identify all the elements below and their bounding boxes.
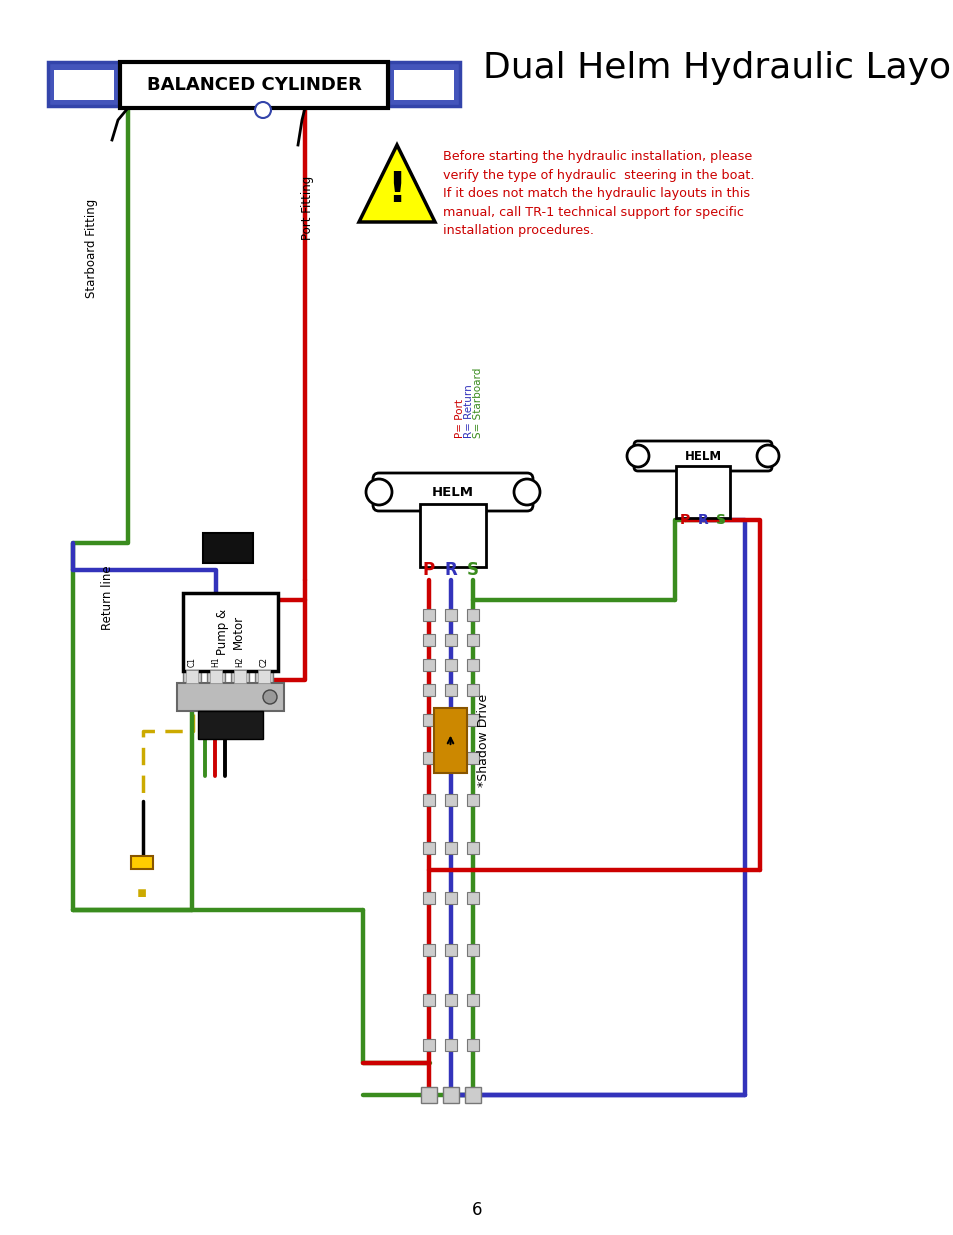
Text: Starboard Fitting: Starboard Fitting bbox=[86, 199, 98, 298]
FancyBboxPatch shape bbox=[467, 659, 478, 671]
FancyBboxPatch shape bbox=[444, 659, 456, 671]
Text: HELM: HELM bbox=[432, 485, 474, 499]
Text: R= Return: R= Return bbox=[463, 384, 474, 438]
FancyBboxPatch shape bbox=[422, 994, 435, 1007]
FancyBboxPatch shape bbox=[422, 1039, 435, 1051]
Text: *Shadow Drive: *Shadow Drive bbox=[476, 694, 490, 787]
Text: C1: C1 bbox=[188, 657, 196, 667]
FancyBboxPatch shape bbox=[464, 1087, 480, 1103]
FancyBboxPatch shape bbox=[467, 892, 478, 904]
FancyBboxPatch shape bbox=[183, 671, 201, 695]
Circle shape bbox=[366, 479, 392, 505]
FancyBboxPatch shape bbox=[419, 504, 485, 567]
FancyBboxPatch shape bbox=[422, 892, 435, 904]
FancyBboxPatch shape bbox=[467, 752, 478, 764]
FancyBboxPatch shape bbox=[467, 609, 478, 621]
Polygon shape bbox=[358, 144, 435, 222]
Text: ◾: ◾ bbox=[137, 885, 147, 900]
Circle shape bbox=[626, 445, 648, 467]
Text: C2: C2 bbox=[259, 657, 268, 667]
FancyBboxPatch shape bbox=[444, 609, 456, 621]
Text: !: ! bbox=[387, 169, 406, 211]
FancyBboxPatch shape bbox=[422, 659, 435, 671]
Text: HELM: HELM bbox=[683, 450, 720, 462]
Text: S= Starboard: S= Starboard bbox=[473, 368, 482, 438]
FancyBboxPatch shape bbox=[467, 634, 478, 646]
FancyBboxPatch shape bbox=[254, 671, 273, 695]
FancyBboxPatch shape bbox=[231, 671, 249, 695]
FancyBboxPatch shape bbox=[422, 752, 435, 764]
FancyBboxPatch shape bbox=[198, 711, 263, 739]
FancyBboxPatch shape bbox=[373, 473, 533, 511]
FancyBboxPatch shape bbox=[467, 714, 478, 726]
FancyBboxPatch shape bbox=[177, 683, 284, 711]
FancyBboxPatch shape bbox=[467, 684, 478, 697]
FancyBboxPatch shape bbox=[420, 1087, 436, 1103]
Text: BALANCED CYLINDER: BALANCED CYLINDER bbox=[147, 77, 361, 94]
FancyBboxPatch shape bbox=[120, 62, 388, 107]
FancyBboxPatch shape bbox=[422, 684, 435, 697]
FancyBboxPatch shape bbox=[467, 994, 478, 1007]
FancyBboxPatch shape bbox=[444, 944, 456, 956]
Text: H2: H2 bbox=[235, 657, 244, 667]
FancyBboxPatch shape bbox=[183, 593, 277, 671]
FancyBboxPatch shape bbox=[676, 466, 729, 517]
Text: S: S bbox=[716, 513, 725, 527]
FancyBboxPatch shape bbox=[444, 892, 456, 904]
FancyBboxPatch shape bbox=[207, 671, 225, 695]
FancyBboxPatch shape bbox=[467, 1039, 478, 1051]
FancyBboxPatch shape bbox=[233, 671, 246, 683]
Text: Port Fitting: Port Fitting bbox=[301, 175, 314, 240]
FancyBboxPatch shape bbox=[54, 70, 113, 100]
Text: R: R bbox=[697, 513, 708, 527]
FancyBboxPatch shape bbox=[131, 856, 152, 869]
Circle shape bbox=[263, 690, 276, 704]
FancyBboxPatch shape bbox=[467, 944, 478, 956]
FancyBboxPatch shape bbox=[442, 1087, 458, 1103]
FancyBboxPatch shape bbox=[444, 842, 456, 853]
FancyBboxPatch shape bbox=[467, 842, 478, 853]
FancyBboxPatch shape bbox=[444, 752, 456, 764]
Text: R: R bbox=[444, 561, 456, 579]
Text: H1: H1 bbox=[212, 657, 220, 667]
FancyBboxPatch shape bbox=[203, 534, 253, 563]
FancyBboxPatch shape bbox=[422, 634, 435, 646]
FancyBboxPatch shape bbox=[422, 944, 435, 956]
Text: 6: 6 bbox=[471, 1200, 482, 1219]
FancyBboxPatch shape bbox=[186, 671, 198, 683]
FancyBboxPatch shape bbox=[444, 684, 456, 697]
Circle shape bbox=[514, 479, 539, 505]
FancyBboxPatch shape bbox=[444, 994, 456, 1007]
Text: Pump &
Motor: Pump & Motor bbox=[216, 609, 244, 655]
FancyBboxPatch shape bbox=[388, 62, 459, 106]
Text: Before starting the hydraulic installation, please
verify the type of hydraulic : Before starting the hydraulic installati… bbox=[442, 149, 754, 237]
FancyBboxPatch shape bbox=[444, 1039, 456, 1051]
FancyBboxPatch shape bbox=[634, 441, 771, 471]
Circle shape bbox=[254, 103, 271, 119]
FancyBboxPatch shape bbox=[444, 634, 456, 646]
FancyBboxPatch shape bbox=[422, 714, 435, 726]
FancyBboxPatch shape bbox=[422, 842, 435, 853]
FancyBboxPatch shape bbox=[444, 794, 456, 806]
Text: Return line: Return line bbox=[101, 566, 114, 630]
Text: P: P bbox=[679, 513, 689, 527]
Text: Dual Helm Hydraulic Layout: Dual Helm Hydraulic Layout bbox=[482, 51, 953, 85]
Circle shape bbox=[757, 445, 779, 467]
Text: P= Port: P= Port bbox=[455, 399, 464, 438]
FancyBboxPatch shape bbox=[467, 794, 478, 806]
Text: S: S bbox=[467, 561, 478, 579]
Text: P: P bbox=[422, 561, 435, 579]
FancyBboxPatch shape bbox=[48, 62, 120, 106]
FancyBboxPatch shape bbox=[422, 609, 435, 621]
FancyBboxPatch shape bbox=[210, 671, 222, 683]
FancyBboxPatch shape bbox=[422, 794, 435, 806]
FancyBboxPatch shape bbox=[444, 714, 456, 726]
FancyBboxPatch shape bbox=[257, 671, 270, 683]
FancyBboxPatch shape bbox=[394, 70, 454, 100]
FancyBboxPatch shape bbox=[434, 708, 467, 773]
